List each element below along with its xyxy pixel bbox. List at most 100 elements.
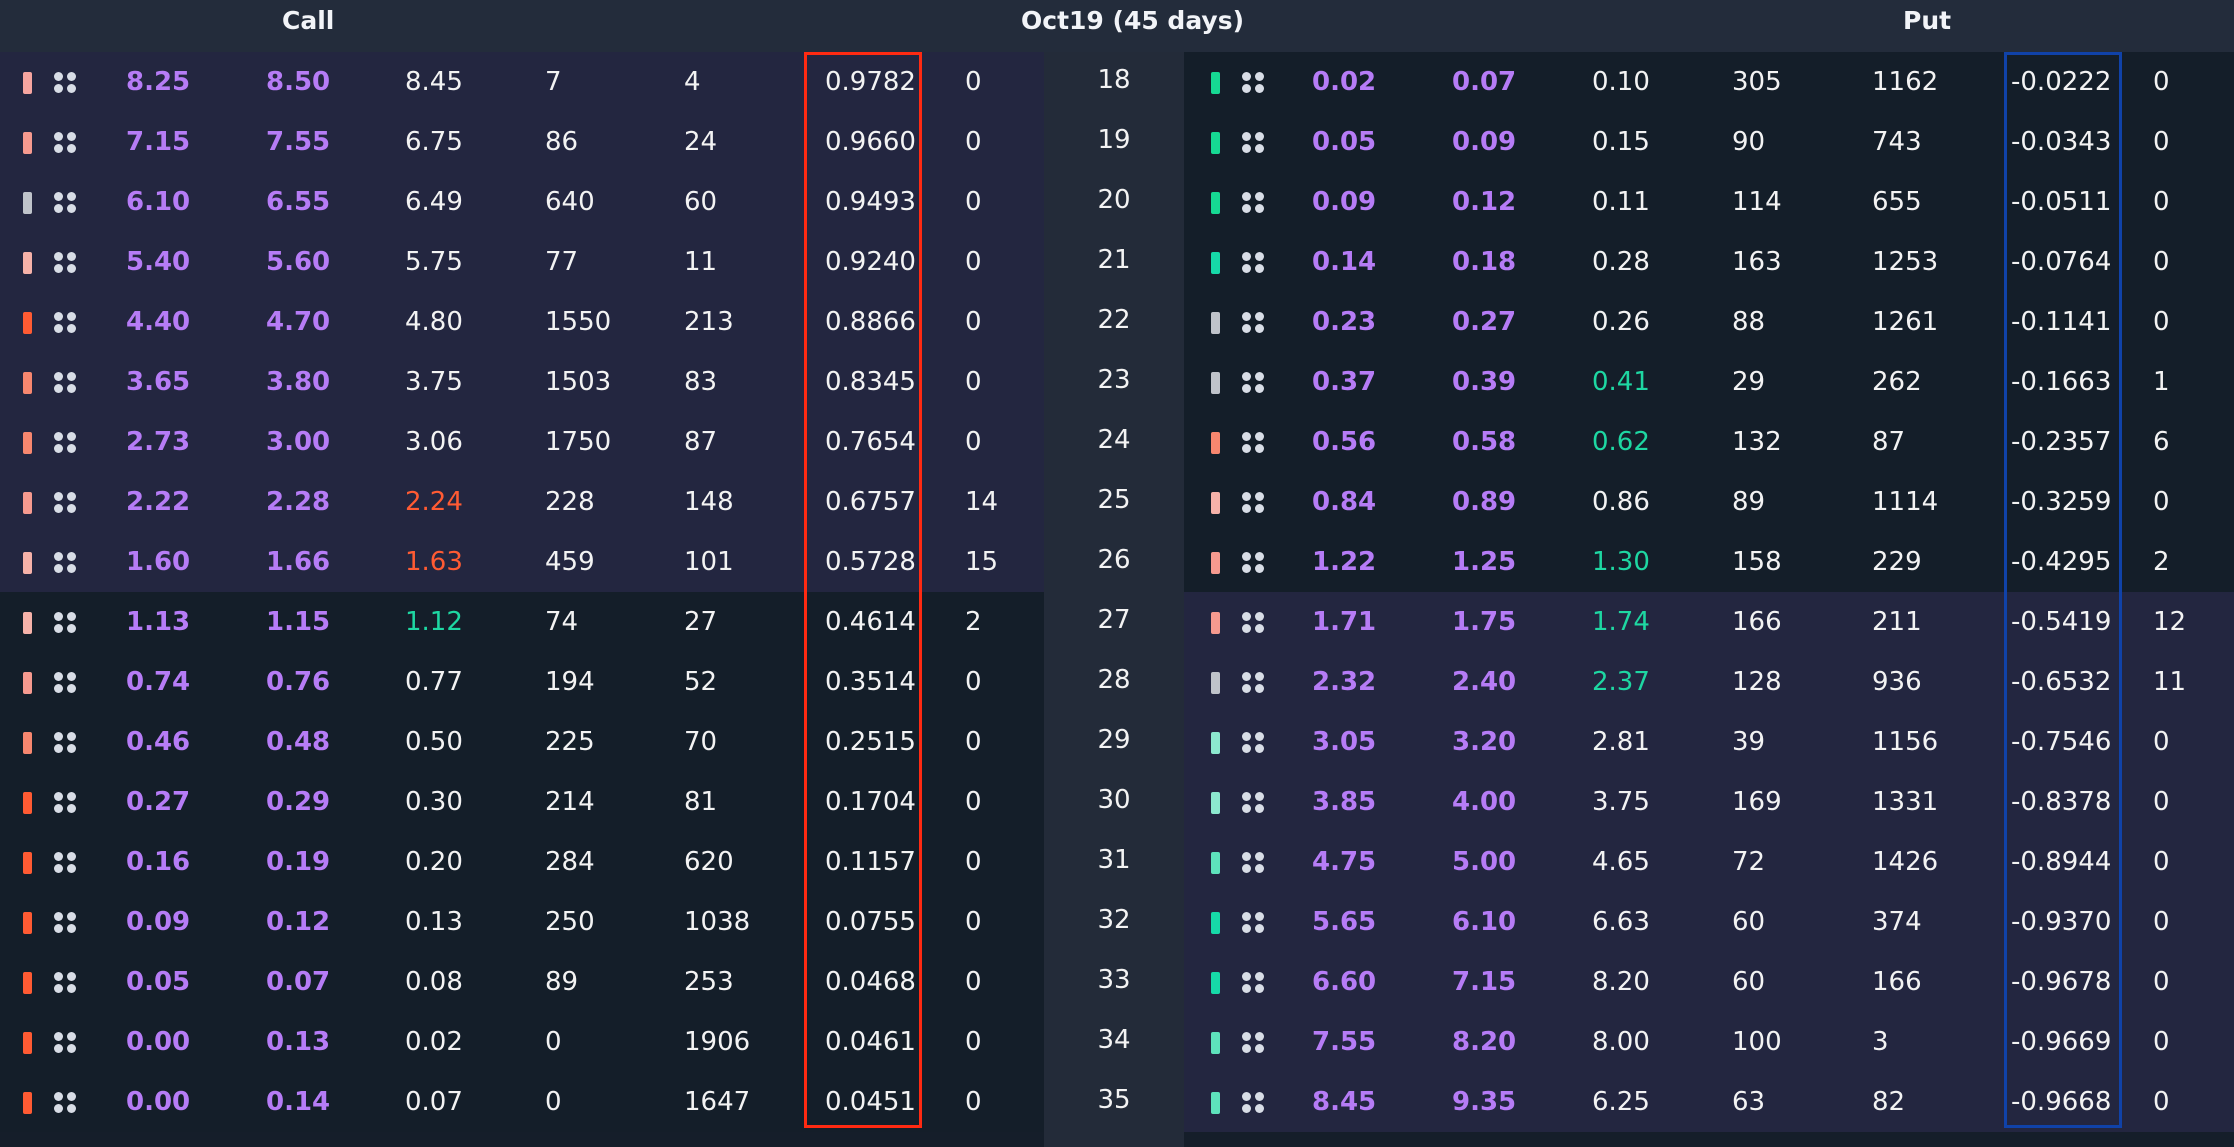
call-bid[interactable]: 0.09 [126,907,191,937]
call-row-33[interactable]: 0.05 0.07 0.08 89 253 0.0468 0 [0,952,1044,1012]
put-row-18[interactable]: 0.02 0.07 0.10 305 1162 -0.0222 0 [1184,52,2234,112]
put-row-24[interactable]: 0.56 0.58 0.62 132 87 -0.2357 6 [1184,412,2234,472]
put-menu-icon[interactable] [1242,1032,1266,1054]
call-bid[interactable]: 0.46 [126,727,191,757]
put-row-21[interactable]: 0.14 0.18 0.28 163 1253 -0.0764 0 [1184,232,2234,292]
call-menu-icon[interactable] [54,552,78,574]
put-ask[interactable]: 0.07 [1452,67,1517,97]
put-menu-icon[interactable] [1242,852,1266,874]
put-menu-icon[interactable] [1242,132,1266,154]
call-menu-icon[interactable] [54,972,78,994]
call-bid[interactable]: 0.00 [126,1087,191,1117]
put-ask[interactable]: 0.09 [1452,127,1517,157]
call-ask[interactable]: 8.50 [266,67,331,97]
call-row-20[interactable]: 6.10 6.55 6.49 640 60 0.9493 0 [0,172,1044,232]
call-row-25[interactable]: 2.22 2.28 2.24 228 148 0.6757 14 [0,472,1044,532]
put-row-35[interactable]: 8.45 9.35 6.25 63 82 -0.9668 0 [1184,1072,2234,1132]
put-menu-icon[interactable] [1242,672,1266,694]
put-menu-icon[interactable] [1242,1092,1266,1114]
call-bid[interactable]: 3.65 [126,367,191,397]
put-menu-icon[interactable] [1242,312,1266,334]
put-row-33[interactable]: 6.60 7.15 8.20 60 166 -0.9678 0 [1184,952,2234,1012]
put-row-19[interactable]: 0.05 0.09 0.15 90 743 -0.0343 0 [1184,112,2234,172]
put-ask[interactable]: 6.10 [1452,907,1517,937]
put-row-20[interactable]: 0.09 0.12 0.11 114 655 -0.0511 0 [1184,172,2234,232]
put-menu-icon[interactable] [1242,372,1266,394]
put-row-28[interactable]: 2.32 2.40 2.37 128 936 -0.6532 11 [1184,652,2234,712]
put-ask[interactable]: 8.20 [1452,1027,1517,1057]
call-bid[interactable]: 2.73 [126,427,191,457]
call-bid[interactable]: 8.25 [126,67,191,97]
call-row-28[interactable]: 0.74 0.76 0.77 194 52 0.3514 0 [0,652,1044,712]
call-row-27[interactable]: 1.13 1.15 1.12 74 27 0.4614 2 [0,592,1044,652]
call-ask[interactable]: 3.00 [266,427,331,457]
call-bid[interactable]: 1.13 [126,607,191,637]
put-menu-icon[interactable] [1242,612,1266,634]
put-ask[interactable]: 0.89 [1452,487,1517,517]
call-menu-icon[interactable] [54,1032,78,1054]
call-menu-icon[interactable] [54,792,78,814]
put-menu-icon[interactable] [1242,552,1266,574]
put-menu-icon[interactable] [1242,792,1266,814]
call-menu-icon[interactable] [54,672,78,694]
call-row-21[interactable]: 5.40 5.60 5.75 77 11 0.9240 0 [0,232,1044,292]
call-menu-icon[interactable] [54,1092,78,1114]
put-ask[interactable]: 0.12 [1452,187,1517,217]
put-ask[interactable]: 1.25 [1452,547,1517,577]
call-bid[interactable]: 0.00 [126,1027,191,1057]
call-row-32[interactable]: 0.09 0.12 0.13 250 1038 0.0755 0 [0,892,1044,952]
put-ask[interactable]: 0.39 [1452,367,1517,397]
call-row-26[interactable]: 1.60 1.66 1.63 459 101 0.5728 15 [0,532,1044,592]
put-ask[interactable]: 2.40 [1452,667,1517,697]
put-row-32[interactable]: 5.65 6.10 6.63 60 374 -0.9370 0 [1184,892,2234,952]
put-ask[interactable]: 9.35 [1452,1087,1517,1117]
call-ask[interactable]: 6.55 [266,187,331,217]
call-ask[interactable]: 2.28 [266,487,331,517]
call-ask[interactable]: 0.19 [266,847,331,877]
call-ask[interactable]: 0.07 [266,967,331,997]
call-ask[interactable]: 5.60 [266,247,331,277]
put-ask[interactable]: 0.18 [1452,247,1517,277]
put-ask[interactable]: 1.75 [1452,607,1517,637]
call-menu-icon[interactable] [54,492,78,514]
call-row-23[interactable]: 3.65 3.80 3.75 1503 83 0.8345 0 [0,352,1044,412]
call-ask[interactable]: 1.15 [266,607,331,637]
call-menu-icon[interactable] [54,912,78,934]
put-bid[interactable]: 1.22 [1312,547,1377,577]
put-bid[interactable]: 0.02 [1312,67,1377,97]
put-bid[interactable]: 4.75 [1312,847,1377,877]
call-row-34[interactable]: 0.00 0.13 0.02 0 1906 0.0461 0 [0,1012,1044,1072]
put-menu-icon[interactable] [1242,732,1266,754]
put-bid[interactable]: 1.71 [1312,607,1377,637]
call-ask[interactable]: 0.12 [266,907,331,937]
put-ask[interactable]: 0.27 [1452,307,1517,337]
call-bid[interactable]: 1.60 [126,547,191,577]
put-bid[interactable]: 5.65 [1312,907,1377,937]
call-bid[interactable]: 2.22 [126,487,191,517]
call-ask[interactable]: 7.55 [266,127,331,157]
call-menu-icon[interactable] [54,72,78,94]
put-bid[interactable]: 0.09 [1312,187,1377,217]
put-menu-icon[interactable] [1242,72,1266,94]
call-bid[interactable]: 5.40 [126,247,191,277]
put-row-25[interactable]: 0.84 0.89 0.86 89 1114 -0.3259 0 [1184,472,2234,532]
call-ask[interactable]: 0.14 [266,1087,331,1117]
call-menu-icon[interactable] [54,612,78,634]
put-bid[interactable]: 0.05 [1312,127,1377,157]
call-ask[interactable]: 0.48 [266,727,331,757]
call-bid[interactable]: 4.40 [126,307,191,337]
put-menu-icon[interactable] [1242,252,1266,274]
call-bid[interactable]: 0.27 [126,787,191,817]
put-bid[interactable]: 0.37 [1312,367,1377,397]
put-row-34[interactable]: 7.55 8.20 8.00 100 3 -0.9669 0 [1184,1012,2234,1072]
call-menu-icon[interactable] [54,312,78,334]
call-row-18[interactable]: 8.25 8.50 8.45 7 4 0.9782 0 [0,52,1044,112]
put-bid[interactable]: 0.14 [1312,247,1377,277]
put-ask[interactable]: 5.00 [1452,847,1517,877]
put-menu-icon[interactable] [1242,492,1266,514]
put-ask[interactable]: 0.58 [1452,427,1517,457]
call-menu-icon[interactable] [54,732,78,754]
call-ask[interactable]: 0.13 [266,1027,331,1057]
call-row-29[interactable]: 0.46 0.48 0.50 225 70 0.2515 0 [0,712,1044,772]
call-row-22[interactable]: 4.40 4.70 4.80 1550 213 0.8866 0 [0,292,1044,352]
